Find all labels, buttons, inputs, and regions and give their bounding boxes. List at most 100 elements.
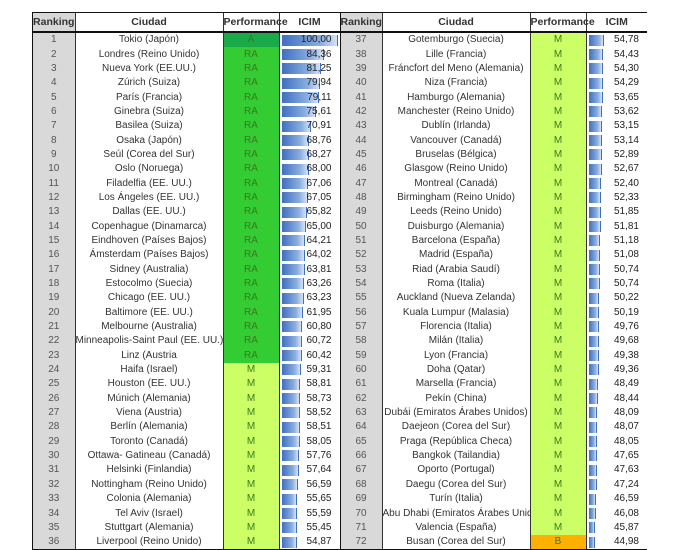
city-cell: Filadelfia (EE. UU.) (75, 176, 224, 191)
performance-cell: M (530, 32, 587, 48)
performance-cell: M (530, 90, 587, 105)
performance-cell: M (530, 205, 587, 220)
performance-cell: M (223, 506, 280, 521)
icim-value: 53,14 (613, 134, 639, 146)
rank-cell: 32 (33, 477, 76, 492)
rank-cell: 6 (33, 104, 76, 120)
icim-cell: 61,95 (279, 305, 341, 320)
table-row: 26 Múnich (Alemania) M 58,73 62 Pekín (China)… (33, 391, 647, 406)
rank-cell: 20 (33, 305, 76, 320)
rank-cell: 51 (340, 233, 383, 249)
icim-cell: 55,45 (279, 520, 341, 536)
icim-cell: 55,59 (279, 506, 341, 521)
performance-cell: M (223, 477, 280, 492)
city-cell: Stuttgart (Alemania) (75, 520, 224, 536)
icim-cell: 53,15 (586, 119, 647, 134)
city-cell: Lyon (Francia) (382, 348, 531, 363)
city-cell: Busan (Corea del Sur) (382, 535, 531, 550)
icim-data-bar (588, 163, 602, 175)
table-row: 29 Toronto (Canadá) M 58,05 65 Praga (Repúbli… (33, 434, 647, 449)
city-cell: Glasgow (Reino Unido) (382, 162, 531, 177)
icim-value: 67,05 (306, 191, 332, 203)
icim-cell: 67,06 (279, 176, 341, 191)
city-cell: Madrid (España) (382, 248, 531, 263)
icim-data-bar (588, 235, 600, 247)
city-cell: Los Ángeles (EE. UU.) (75, 190, 224, 206)
performance-cell: M (223, 420, 280, 435)
icim-cell: 100,00 (279, 32, 341, 48)
city-cell: Riad (Arabia Saudí) (382, 262, 531, 277)
performance-cell: M (530, 391, 587, 406)
icim-data-bar (281, 34, 338, 46)
rank-cell: 50 (340, 219, 383, 234)
icim-value: 60,42 (306, 349, 332, 361)
city-cell: Birmingham (Reino Unido) (382, 190, 531, 206)
performance-cell: RA (223, 162, 280, 177)
performance-cell: M (223, 448, 280, 464)
rank-cell: 10 (33, 162, 76, 177)
icim-data-bar (588, 393, 598, 405)
rank-cell: 28 (33, 420, 76, 435)
performance-cell: M (530, 520, 587, 536)
rank-cell: 23 (33, 348, 76, 363)
icim-cell: 49,76 (586, 319, 647, 335)
city-cell: Ottawa- Gatineau (Canadá) (75, 448, 224, 464)
icim-cell: 51,85 (586, 205, 647, 220)
performance-cell: M (530, 506, 587, 521)
city-cell: Hamburgo (Alemania) (382, 90, 531, 105)
performance-cell: M (530, 190, 587, 206)
icim-cell: 68,00 (279, 162, 341, 177)
icim-value: 59,31 (306, 364, 332, 376)
icim-data-bar (588, 464, 597, 476)
icim-value: 63,23 (306, 292, 332, 304)
city-cell: Chicago (EE. UU.) (75, 291, 224, 306)
city-cell: Tel Aviv (Israel) (75, 506, 224, 521)
icim-cell: 59,31 (279, 362, 341, 378)
performance-cell: M (530, 448, 587, 464)
rank-cell: 22 (33, 334, 76, 349)
city-cell: Duisburgo (Alemania) (382, 219, 531, 234)
rank-cell: 39 (340, 61, 383, 77)
icim-value: 57,64 (306, 464, 332, 476)
performance-cell: RA (223, 90, 280, 105)
icim-data-bar (588, 77, 603, 89)
icim-cell: 63,23 (279, 291, 341, 306)
city-cell: Tokio (Japón) (75, 32, 224, 48)
icim-data-bar (588, 364, 599, 376)
performance-cell: M (530, 233, 587, 249)
icim-data-bar (281, 278, 304, 290)
icim-cell: 48,07 (586, 420, 647, 435)
rank-cell: 31 (33, 463, 76, 478)
table-row: 11 Filadelfia (EE. UU.) RA 67,06 47 Montreal … (33, 176, 647, 191)
icim-value: 68,00 (306, 163, 332, 175)
rank-cell: 67 (340, 463, 383, 478)
rank-cell: 59 (340, 348, 383, 363)
performance-cell: RA (223, 248, 280, 263)
icim-cell: 60,72 (279, 334, 341, 349)
icim-value: 51,18 (613, 234, 639, 246)
rank-cell: 42 (340, 104, 383, 120)
table-row: 22 Minneapolis-Saint Paul (EE. UU.) RA 60,7… (33, 334, 647, 349)
city-cell: Gotemburgo (Suecia) (382, 32, 531, 48)
icim-data-bar (588, 192, 601, 204)
icim-value: 75,61 (306, 105, 332, 117)
icim-cell: 64,21 (279, 233, 341, 249)
performance-cell: M (530, 405, 587, 421)
icim-cell: 52,89 (586, 147, 647, 163)
city-cell: Auckland (Nueva Zelanda) (382, 291, 531, 306)
performance-cell: M (530, 262, 587, 277)
icim-data-bar (281, 163, 309, 175)
icim-value: 45,87 (613, 521, 639, 533)
icim-cell: 58,73 (279, 391, 341, 406)
icim-cell: 79,94 (279, 76, 341, 91)
city-cell: Daejeon (Corea del Sur) (382, 420, 531, 435)
performance-cell: RA (223, 176, 280, 191)
icim-data-bar (588, 134, 602, 146)
table-row: 32 Nottingham (Reino Unido) M 56,59 68 Daegu … (33, 477, 647, 492)
city-cell: Barcelona (España) (382, 233, 531, 249)
icim-data-bar (281, 407, 300, 419)
performance-cell: M (530, 477, 587, 492)
city-cell: Bruselas (Bélgica) (382, 147, 531, 163)
icim-cell: 56,59 (279, 477, 341, 492)
performance-cell: M (223, 492, 280, 507)
